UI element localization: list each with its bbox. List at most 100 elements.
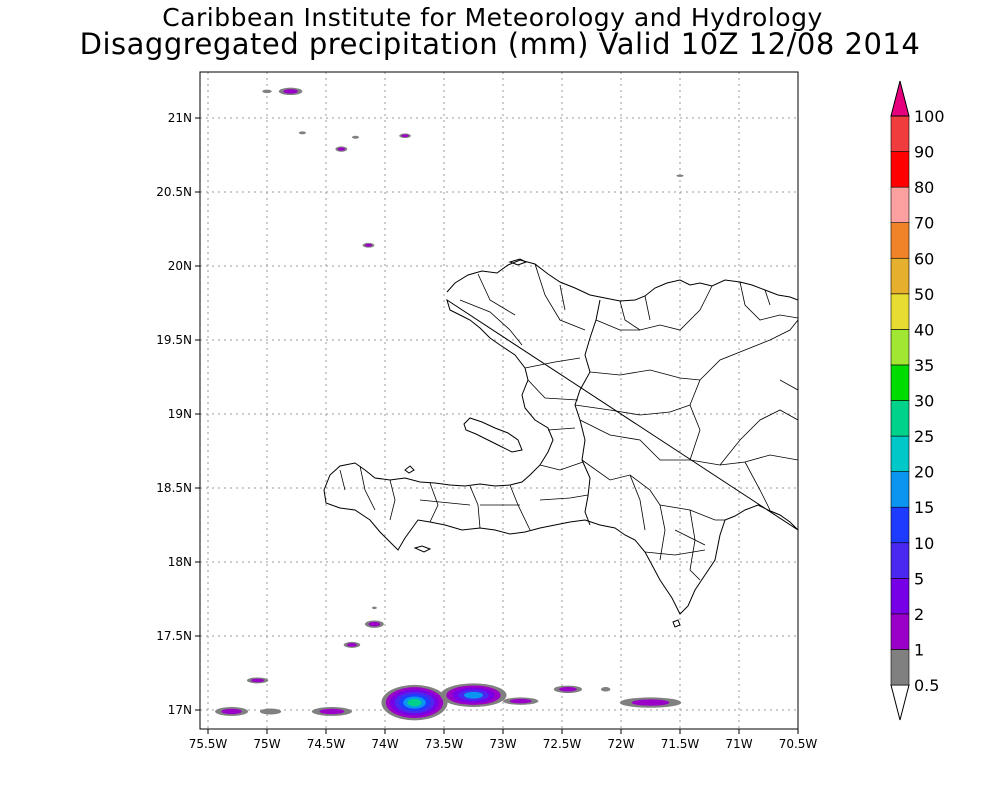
precip-contour xyxy=(631,699,670,706)
colorbar-bin xyxy=(890,471,910,508)
precip-cell xyxy=(278,87,303,96)
colorbar-label: 5 xyxy=(914,569,924,588)
precip-contour xyxy=(319,708,345,715)
colorbar-label: 15 xyxy=(914,498,934,517)
precip-cell xyxy=(619,697,682,708)
precip-contour xyxy=(283,89,298,94)
gonave-island xyxy=(463,417,523,453)
y-tick-label: 19.5N xyxy=(156,333,192,347)
colorbar-label: 60 xyxy=(914,249,934,268)
colorbar-bin xyxy=(890,222,910,259)
precip-contour xyxy=(464,691,483,699)
precip-cell xyxy=(600,687,611,692)
map-title: Caribbean Institute for Meteorology and … xyxy=(162,3,823,32)
colorbar-label: 40 xyxy=(914,320,934,339)
precip-contour xyxy=(509,698,532,704)
precip-cell xyxy=(246,677,269,684)
precip-cell xyxy=(553,685,583,693)
y-tick-label: 17N xyxy=(168,703,192,717)
x-tick-label: 70.5W xyxy=(779,737,818,751)
southwest-islet xyxy=(404,465,415,474)
precip-contour xyxy=(364,243,373,247)
precip-contour xyxy=(221,708,242,715)
colorbar-bin xyxy=(890,613,910,650)
colorbar-label: 25 xyxy=(914,427,934,446)
x-tick-label: 71W xyxy=(725,737,752,751)
colorbar-label: 0.5 xyxy=(914,676,939,695)
x-tick-label: 73.5W xyxy=(425,737,464,751)
precip-contour xyxy=(368,621,381,627)
precip-cell xyxy=(351,135,360,139)
x-tick-label: 71.5W xyxy=(661,737,700,751)
precip-contour xyxy=(251,678,265,683)
precip-contour xyxy=(262,89,272,94)
y-tick-label: 20.5N xyxy=(156,185,192,199)
precip-cell xyxy=(399,133,411,138)
precip-cell xyxy=(364,620,384,628)
precip-contour xyxy=(600,687,611,692)
precip-cell xyxy=(440,683,507,708)
precip-contour xyxy=(559,687,577,692)
colorbar-bin xyxy=(890,115,910,152)
y-tick-label: 18N xyxy=(168,555,192,569)
colorbar-label: 70 xyxy=(914,214,934,233)
colorbar-label: 10 xyxy=(914,534,934,553)
colorbar-bin xyxy=(890,257,910,295)
coastlines-and-borders xyxy=(323,258,798,628)
precipitation-contours xyxy=(215,87,684,721)
precip-cell xyxy=(298,131,306,135)
precip-cell xyxy=(259,708,282,715)
ile-a-vache xyxy=(413,545,432,553)
precip-contour xyxy=(351,135,360,139)
x-tick-label: 75W xyxy=(253,737,280,751)
colorbar-bin xyxy=(890,542,910,579)
haiti-dr-border xyxy=(574,299,601,526)
precip-cell xyxy=(676,174,684,177)
hispaniola-coastline xyxy=(323,259,798,615)
precip-cell xyxy=(381,684,448,721)
colorbar-label: 50 xyxy=(914,285,934,304)
colorbar-label: 100 xyxy=(914,107,945,126)
map-subtitle: Disaggregated precipitation (mm) Valid 1… xyxy=(79,27,921,61)
precip-cell xyxy=(503,697,539,705)
precip-contour xyxy=(401,134,409,138)
y-tick-label: 18.5N xyxy=(156,481,192,495)
colorbar-label: 35 xyxy=(914,356,934,375)
colorbar-label: 90 xyxy=(914,143,934,162)
tortuga-island xyxy=(508,258,528,266)
y-tick-label: 19N xyxy=(168,407,192,421)
x-tick-label: 72W xyxy=(607,737,634,751)
colorbar-label: 30 xyxy=(914,392,934,411)
precip-contour xyxy=(407,698,422,707)
colorbar-bin xyxy=(890,649,910,686)
colorbar-bin xyxy=(890,506,910,544)
y-tick-label: 20N xyxy=(168,259,192,273)
admin-borders xyxy=(339,263,798,581)
precip-contour xyxy=(676,174,684,177)
colorbar-label: 80 xyxy=(914,178,934,197)
colorbar-bin xyxy=(890,364,910,401)
x-tick-label: 73W xyxy=(489,737,516,751)
y-tick-label: 21N xyxy=(168,111,192,125)
colorbar-bin xyxy=(890,435,910,472)
precip-contour xyxy=(337,147,345,151)
colorbar-label: 20 xyxy=(914,463,934,482)
precip-cell xyxy=(343,641,361,648)
colorbar-label: 1 xyxy=(914,640,924,659)
colorbar-bin xyxy=(890,400,910,437)
precip-contour xyxy=(259,708,282,715)
map-frame xyxy=(199,71,799,730)
precip-cell xyxy=(311,707,352,716)
colorbar-bin xyxy=(890,151,910,188)
precip-contour xyxy=(298,131,306,135)
colorbar-max-arrow xyxy=(890,80,910,117)
colorbar-bin xyxy=(890,329,910,366)
precip-cell xyxy=(335,146,348,152)
precip-contour xyxy=(346,643,358,647)
axis-ticks: 75.5W 75W 74.5W 74W 73.5W 73W 72.5W 72W 71.5W 71W… xyxy=(156,111,817,751)
y-tick-label: 17.5N xyxy=(156,629,192,643)
precip-cell xyxy=(372,606,377,610)
x-tick-label: 75.5W xyxy=(189,737,228,751)
